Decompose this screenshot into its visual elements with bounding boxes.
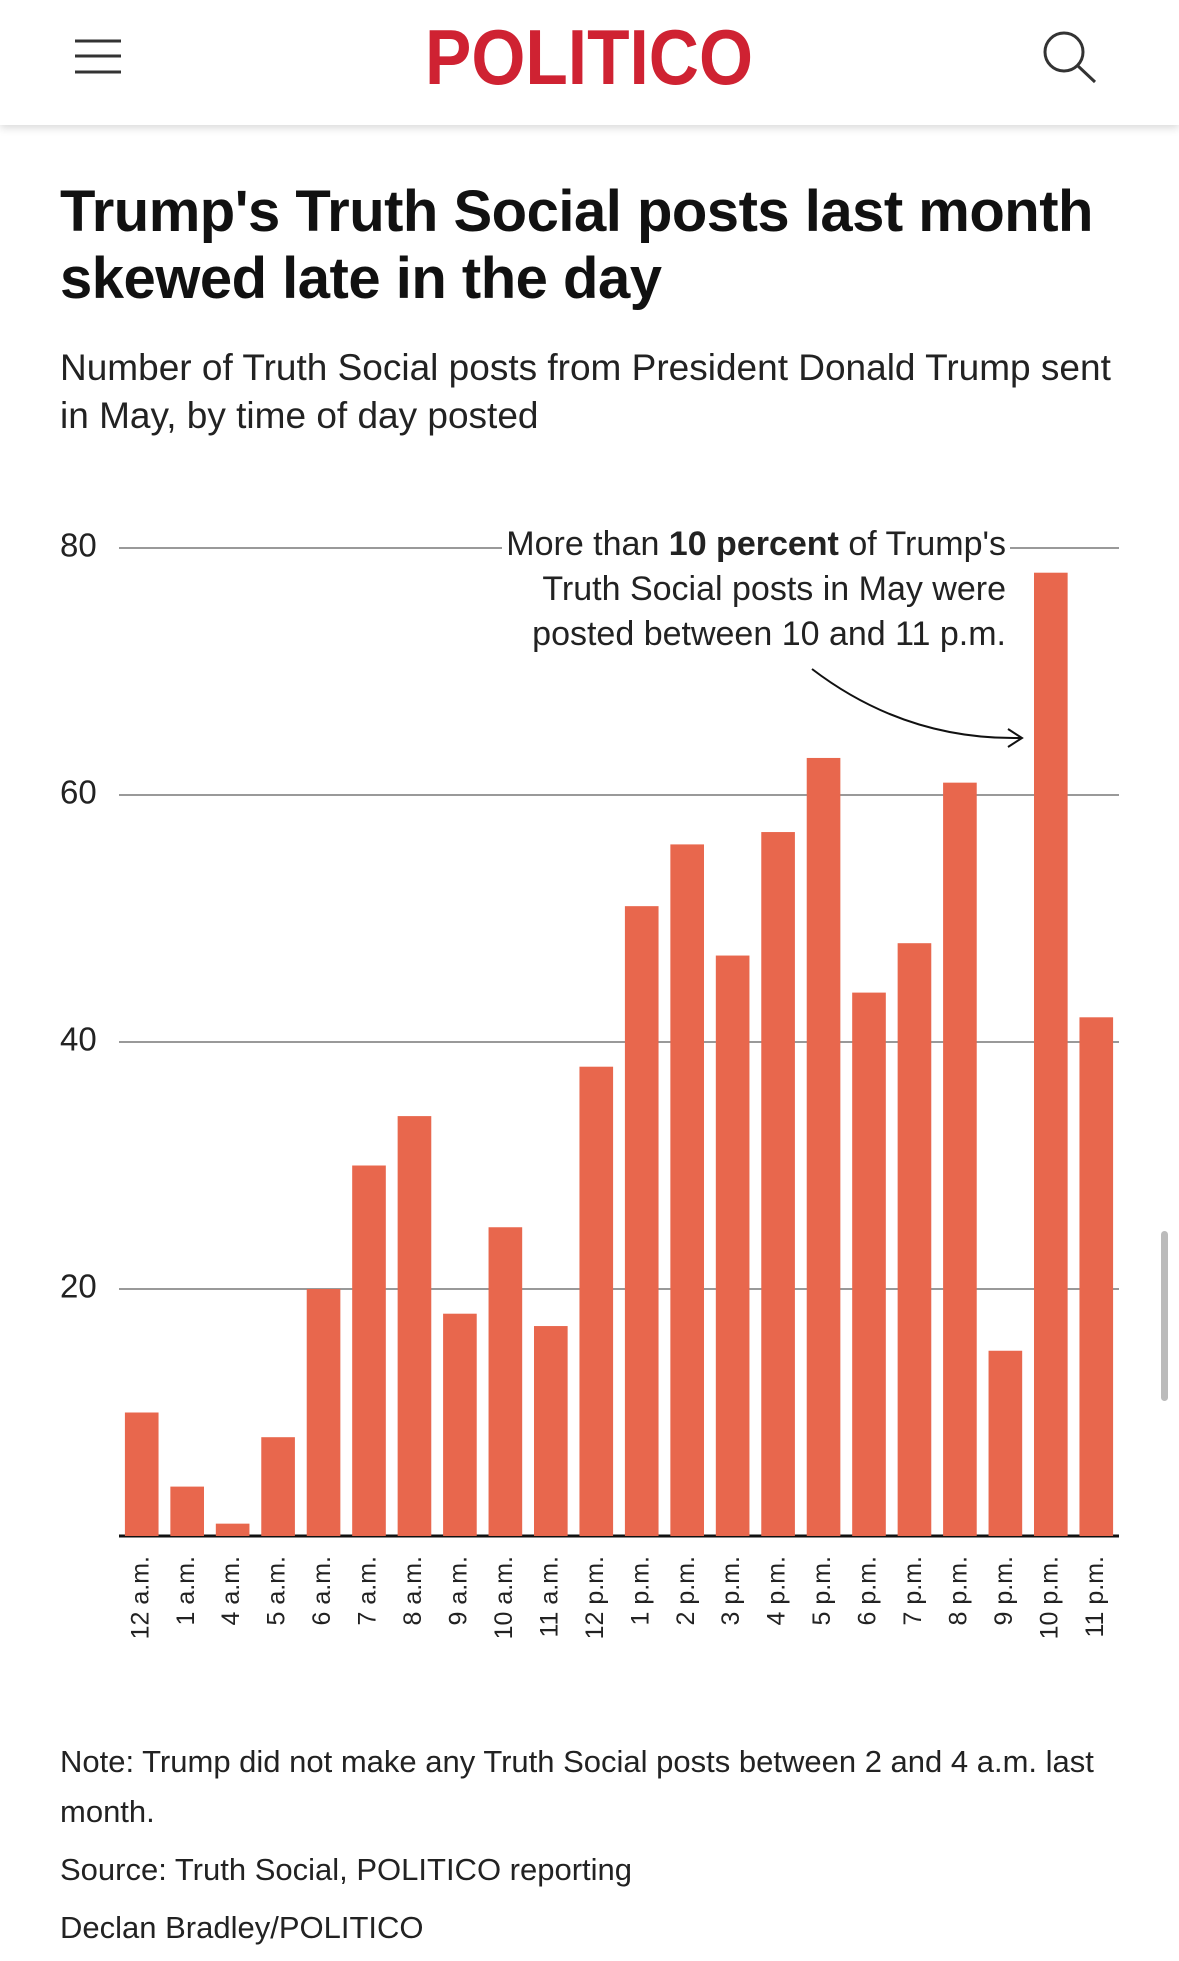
x-tick-label: 8 p.m.: [945, 1556, 973, 1625]
credit: Declan Bradley/POLITICO: [60, 1910, 424, 1945]
annotation-arrowhead: [1007, 728, 1024, 748]
x-tick-label: 3 p.m.: [717, 1556, 745, 1625]
x-tick-label: 9 a.m.: [445, 1556, 473, 1625]
bar: [443, 1313, 477, 1536]
search-button[interactable]: [1043, 31, 1097, 84]
bar: [352, 1165, 386, 1536]
x-tick-label: 2 p.m.: [672, 1556, 700, 1625]
y-tick-label: 80: [60, 527, 97, 564]
chart-subtitle: Number of Truth Social posts from Presid…: [60, 347, 1111, 436]
bar: [397, 1116, 432, 1536]
bar: [488, 1227, 523, 1536]
search-handle: [1076, 64, 1097, 84]
bar: [215, 1523, 250, 1536]
bar: [624, 906, 659, 1536]
x-tick-label: 11 a.m.: [535, 1556, 563, 1638]
x-tick-label: 10 a.m.: [490, 1556, 518, 1639]
annotation: More than 10 percent of Trump's Truth Soc…: [502, 522, 1010, 657]
bar: [761, 832, 795, 1536]
x-tick-label: 6 p.m.: [854, 1556, 882, 1625]
x-tick-label: 7 p.m.: [899, 1556, 927, 1625]
x-tick-label: 5 p.m.: [808, 1556, 836, 1625]
x-tick-label: 11 p.m.: [1081, 1556, 1109, 1638]
source: Source: Truth Social, POLITICO reporting: [60, 1852, 633, 1887]
bar: [852, 992, 886, 1536]
bar: [261, 1437, 295, 1536]
x-tick-label: 7 a.m.: [354, 1556, 382, 1625]
bar: [579, 1066, 614, 1536]
bar: [1034, 572, 1068, 1536]
bar: [306, 1289, 341, 1536]
header: POLITICO: [0, 0, 1179, 125]
annotation-bold: 10 percent: [668, 525, 839, 563]
y-tick-label: 60: [60, 774, 97, 811]
bar: [715, 955, 750, 1536]
x-tick-label: 5 a.m.: [263, 1556, 291, 1625]
bar: [124, 1412, 159, 1536]
x-tick-label: 4 a.m.: [217, 1556, 245, 1625]
menu-button[interactable]: [70, 30, 126, 82]
note: Note: Trump did not make any Truth Socia…: [60, 1744, 1094, 1829]
bar: [943, 782, 977, 1536]
bar: [897, 943, 932, 1536]
annotation-text: of Trump's: [838, 525, 1006, 563]
bar: [806, 757, 841, 1536]
bar: [170, 1486, 204, 1536]
scrollbar[interactable]: [1161, 1231, 1168, 1401]
bar: [670, 844, 704, 1536]
bar: [988, 1350, 1023, 1536]
x-tick-label: 12 p.m.: [581, 1556, 609, 1639]
x-tick-label: 1 a.m.: [172, 1556, 200, 1625]
x-tick-label: 8 a.m.: [399, 1556, 427, 1625]
y-tick-label: 40: [60, 1021, 97, 1058]
notes: Note: Trump did not make any Truth Socia…: [60, 1737, 1140, 1961]
annotation-arrow: [811, 668, 1021, 740]
x-tick-label: 10 p.m.: [1035, 1556, 1063, 1639]
x-tick-label: 4 p.m.: [763, 1556, 791, 1625]
chart-title: Trump's Truth Social posts last month sk…: [60, 179, 1093, 311]
annotation-text: Truth Social posts in May were: [542, 570, 1006, 608]
search-lens[interactable]: [1043, 31, 1085, 73]
x-tick-label: 6 a.m.: [308, 1556, 336, 1625]
bar: [534, 1326, 568, 1536]
x-tick-label: 1 p.m.: [626, 1556, 654, 1625]
annotation-text: posted between 10 and 11 p.m.: [532, 615, 1006, 653]
logo[interactable]: POLITICO: [425, 13, 753, 101]
annotation-text: More than: [506, 525, 669, 563]
x-tick-label: 12 a.m.: [126, 1556, 154, 1639]
y-tick-label: 20: [60, 1268, 97, 1305]
x-tick-label: 9 p.m.: [990, 1556, 1018, 1625]
bar: [1079, 1017, 1114, 1536]
